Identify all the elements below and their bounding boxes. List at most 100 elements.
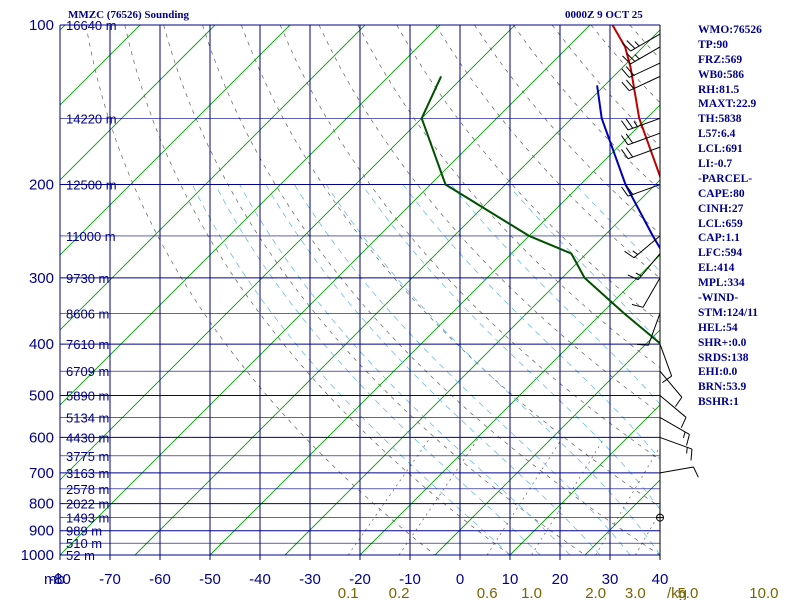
x-axis-prefix: mb bbox=[44, 571, 65, 588]
height-label: 8606 m bbox=[66, 306, 109, 321]
height-label: 12500 m bbox=[66, 178, 117, 193]
dry-adiabat-lines bbox=[85, 25, 800, 556]
isotherm-line bbox=[359, 254, 660, 556]
barb-staff bbox=[628, 62, 661, 78]
barb-staff bbox=[630, 46, 661, 65]
pressure-tick-label: 900 bbox=[29, 523, 54, 540]
wind-barb bbox=[659, 436, 693, 461]
mixing-ratio-line bbox=[635, 511, 660, 556]
barb-half-flag bbox=[682, 431, 686, 438]
height-label: 6709 m bbox=[66, 364, 109, 379]
moist-adiabat-line bbox=[402, 184, 660, 460]
stability-indices: WMO:76526 TP:90 FRZ:569 WB0:586 RH:81.5 MAXT:… bbox=[698, 23, 762, 410]
mixing-ratio-unit: /kg bbox=[667, 585, 687, 600]
temperature-tick-label: -30 bbox=[299, 571, 321, 588]
pressure-tick-label: 500 bbox=[29, 387, 54, 404]
barb-flag bbox=[621, 120, 629, 131]
wind-barb bbox=[621, 184, 661, 197]
wind-barbs bbox=[621, 25, 699, 560]
mixing-ratio-line bbox=[486, 437, 563, 556]
dewpoint-profile-line bbox=[420, 75, 660, 345]
barb-flag bbox=[621, 81, 630, 92]
temperature-tick-labels: mb-80 -70 -60 -50 -40 -30 -20 -10 0 10 20 30 40 bbox=[44, 571, 668, 588]
sounding-profiles bbox=[420, 25, 660, 345]
barb-flag bbox=[621, 149, 629, 160]
isotherm-line bbox=[284, 179, 660, 556]
temperature-tick-label: 40 bbox=[652, 571, 669, 588]
wind-barb bbox=[627, 253, 661, 281]
barb-staff bbox=[628, 75, 661, 92]
pressure-tick-label: 800 bbox=[29, 496, 54, 513]
isotherm-line bbox=[60, 25, 216, 181]
temperature-tick-label: -70 bbox=[99, 571, 121, 588]
barb-flag bbox=[626, 40, 636, 49]
barb-flag bbox=[631, 303, 644, 308]
barb-flag bbox=[636, 343, 649, 346]
barb-staff bbox=[642, 277, 661, 308]
moist-adiabat-line bbox=[294, 184, 631, 556]
dry-adiabat-line bbox=[163, 25, 586, 556]
index-item: -PARCEL- bbox=[698, 172, 753, 185]
pressure-tick-label: 200 bbox=[29, 177, 54, 194]
index-item: BSHR:1 bbox=[698, 396, 739, 409]
index-item: BRN:53.9 bbox=[698, 381, 747, 394]
dry-adiabat-line bbox=[240, 25, 660, 508]
mixing-ratio-labels: 0.10.20.61.02.03.05.010.020.040/kg bbox=[338, 585, 779, 600]
wind-barb bbox=[624, 235, 661, 259]
isotherm-line bbox=[134, 29, 660, 556]
barb-staff bbox=[659, 395, 687, 418]
moist-adiabat-line bbox=[575, 184, 660, 272]
mixing-ratio-line bbox=[398, 437, 480, 556]
index-item: FRZ:569 bbox=[698, 53, 743, 66]
height-label: 989 m bbox=[66, 524, 102, 539]
barb-staff bbox=[659, 436, 693, 450]
height-label: 52 m bbox=[66, 548, 95, 563]
wind-barb bbox=[659, 343, 673, 384]
temperature-tick-label: 10 bbox=[502, 571, 519, 588]
barb-flag bbox=[624, 250, 635, 259]
barb-flag bbox=[686, 434, 690, 446]
barb-staff bbox=[659, 466, 694, 474]
height-label: 11000 m bbox=[66, 229, 116, 244]
temperature-tick-label: -50 bbox=[199, 571, 221, 588]
isotherm-line bbox=[60, 25, 591, 556]
isotherm-line bbox=[60, 25, 516, 481]
barb-staff bbox=[637, 253, 661, 280]
mixing-ratio-label: 3.0 bbox=[625, 585, 646, 600]
temperature-tick-label: -10 bbox=[399, 571, 421, 588]
index-item: STM:124/11 bbox=[698, 306, 759, 319]
height-label: 2578 m bbox=[66, 482, 109, 497]
wind-barb bbox=[621, 117, 661, 131]
height-label: 510 m bbox=[66, 536, 102, 551]
temperature-tick-label: -40 bbox=[249, 571, 271, 588]
height-label: 2022 m bbox=[66, 497, 109, 512]
barb-half-flag bbox=[632, 250, 639, 255]
mixing-ratio-line bbox=[595, 445, 660, 556]
isotherm-line bbox=[60, 25, 366, 331]
barb-staff bbox=[627, 132, 661, 146]
isotherm-line bbox=[584, 479, 660, 556]
barb-staff bbox=[647, 313, 661, 346]
height-label: 5134 m bbox=[66, 410, 109, 425]
height-label: 3775 m bbox=[66, 449, 109, 464]
mixing-ratio-label: 0.2 bbox=[389, 585, 410, 600]
dry-adiabat-line bbox=[202, 25, 660, 556]
mixing-ratio-label: 1.0 bbox=[521, 585, 542, 600]
isotherm-line bbox=[509, 404, 660, 556]
index-item: SHR+:0.0 bbox=[698, 336, 747, 349]
pressure-tick-label: 300 bbox=[29, 270, 54, 287]
isotherm-lines bbox=[60, 25, 660, 556]
barb-flag bbox=[622, 42, 631, 52]
temperature-tick-label: 30 bbox=[602, 571, 619, 588]
barb-flag bbox=[625, 79, 635, 89]
dry-adiabat-line bbox=[785, 25, 800, 555]
wind-barb bbox=[621, 146, 661, 160]
barb-flag bbox=[627, 274, 639, 281]
barb-staff bbox=[659, 370, 683, 398]
wind-barb bbox=[622, 33, 661, 52]
index-item: TH:5838 bbox=[698, 113, 742, 126]
pressure-tick-label: 1000 bbox=[21, 547, 54, 564]
pressure-tick-label: 100 bbox=[29, 17, 54, 34]
index-item: CAPE:80 bbox=[698, 187, 745, 200]
index-item: EHI:0.0 bbox=[698, 366, 738, 379]
